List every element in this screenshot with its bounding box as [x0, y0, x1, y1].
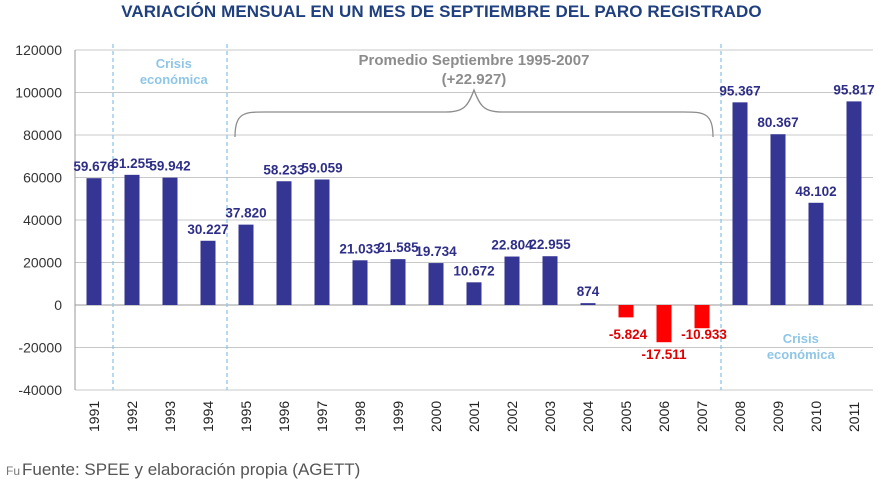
data-label: 58.233	[263, 162, 305, 177]
x-tick-label: 1998	[352, 401, 368, 432]
bars	[86, 101, 862, 343]
y-tick-label: 80000	[23, 127, 62, 143]
x-tick-label: 2002	[504, 401, 520, 432]
y-tick-label: 100000	[15, 85, 62, 101]
crisis-dividers	[112, 44, 722, 390]
y-tick-label: -20000	[18, 340, 62, 356]
data-label: 874	[577, 284, 600, 299]
bar	[428, 263, 444, 305]
grid-lines	[75, 49, 873, 391]
bar	[732, 102, 748, 305]
x-tick-label: 2009	[770, 401, 786, 432]
bar	[352, 260, 368, 305]
bar	[200, 240, 216, 305]
y-tick-label: 20000	[23, 255, 62, 271]
bar	[542, 256, 558, 305]
data-label: -10.933	[681, 327, 727, 342]
bar	[314, 179, 330, 305]
data-label: 59.942	[149, 159, 190, 174]
y-tick-label: 0	[54, 297, 62, 313]
brace	[234, 88, 714, 138]
bar	[694, 305, 710, 329]
data-label: 80.367	[757, 115, 798, 130]
data-label: 21.033	[339, 241, 381, 256]
bar	[86, 178, 102, 305]
x-tick-label: 1997	[314, 401, 330, 432]
bar	[808, 202, 824, 305]
data-label: -17.511	[641, 347, 687, 362]
data-label: 10.672	[453, 263, 494, 278]
x-axis-labels: 1991 1992 1993 1994 1995 1996 1997 1998 1999 2000…	[86, 401, 862, 432]
x-tick-label: 2007	[694, 401, 710, 432]
source-prefix: Fu	[6, 464, 21, 478]
x-tick-label: 1992	[124, 401, 140, 432]
data-label: 95.367	[719, 83, 760, 98]
data-label: -5.824	[609, 327, 648, 342]
y-tick-label: 60000	[23, 170, 62, 186]
x-tick-label: 2010	[808, 401, 824, 432]
y-tick-label: -40000	[18, 382, 62, 398]
crisis-label: económica	[140, 72, 209, 87]
bar	[656, 305, 672, 343]
data-label: 95.817	[833, 82, 874, 97]
crisis-label: Crisis	[783, 331, 819, 346]
x-tick-label: 1995	[238, 401, 254, 432]
y-axis: 120000 100000 80000 60000 40000 20000 0 -20000 -…	[15, 42, 76, 398]
x-tick-label: 2000	[428, 401, 444, 432]
bar	[162, 177, 178, 305]
x-tick-label: 2001	[466, 401, 482, 432]
bar	[846, 101, 862, 305]
bar	[124, 174, 140, 305]
x-tick-label: 2004	[580, 401, 596, 432]
y-tick-label: 120000	[15, 42, 62, 58]
x-tick-label: 2003	[542, 401, 558, 432]
bar	[504, 256, 520, 305]
data-label: 22.955	[529, 237, 571, 252]
brace-value: (+22.927)	[442, 71, 507, 88]
data-label: 22.804	[491, 238, 533, 253]
source-text: Fuente: SPEE y elaboración propia (AGETT…	[22, 460, 361, 479]
source-note: Fu Fuente: SPEE y elaboración propia (AGE…	[6, 460, 360, 480]
data-label: 21.585	[377, 240, 419, 255]
x-tick-label: 2006	[656, 401, 672, 432]
data-label: 19.734	[415, 244, 457, 259]
bar	[580, 303, 596, 305]
bar	[238, 224, 254, 305]
data-label: 59.676	[73, 159, 115, 174]
x-tick-label: 2005	[618, 401, 634, 432]
data-label: 37.820	[225, 206, 266, 221]
x-tick-label: 1994	[200, 401, 216, 432]
crisis-label: económica	[767, 347, 836, 362]
data-label: 48.102	[795, 184, 836, 199]
x-tick-label: 1991	[86, 401, 102, 432]
crisis-label: Crisis	[156, 56, 192, 71]
data-label: 61.255	[111, 156, 153, 171]
bar	[770, 134, 786, 305]
bar	[618, 305, 634, 318]
x-tick-label: 1999	[390, 401, 406, 432]
bar	[276, 181, 292, 305]
y-tick-label: 40000	[23, 212, 62, 228]
x-tick-label: 2011	[846, 402, 862, 432]
bar	[390, 259, 406, 305]
data-label: 59.059	[301, 160, 342, 175]
brace-label: Promedio Septiembre 1995-2007	[359, 52, 590, 69]
data-label: 30.227	[187, 222, 228, 237]
x-tick-label: 1993	[162, 401, 178, 432]
x-tick-label: 1996	[276, 401, 292, 432]
chart-title: VARIACIÓN MENSUAL EN UN MES DE SEPTIEMBR…	[121, 2, 762, 21]
x-tick-label: 2008	[732, 401, 748, 432]
bar	[466, 282, 482, 305]
